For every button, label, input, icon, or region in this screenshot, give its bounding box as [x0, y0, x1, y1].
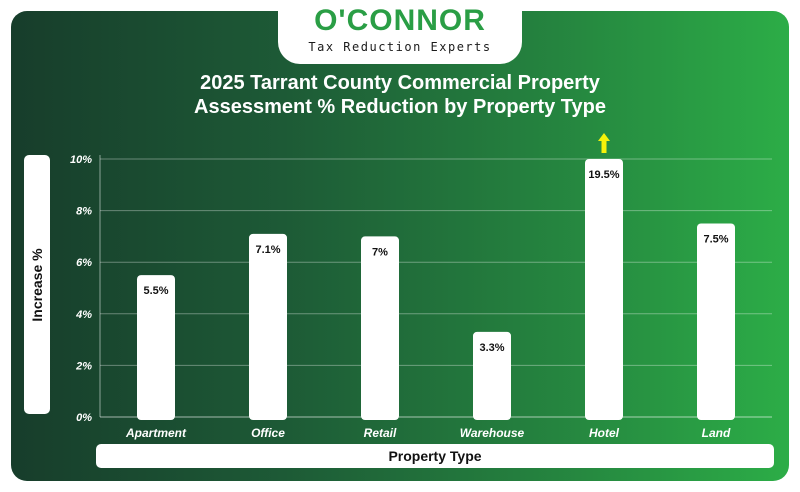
- x-tick-label: Apartment: [125, 426, 187, 440]
- chart-title-line-2: Assessment % Reduction by Property Type: [194, 96, 606, 118]
- bar: [697, 223, 735, 420]
- bar: [361, 236, 399, 420]
- logo-wordmark: O'CONNOR: [314, 4, 486, 37]
- data-label: 3.3%: [479, 342, 504, 354]
- chart-title-line-1: 2025 Tarrant County Commercial Property: [200, 72, 600, 94]
- y-axis-label-box: Increase %: [24, 155, 50, 414]
- data-label: 7.5%: [703, 234, 728, 246]
- bar: [249, 233, 287, 420]
- y-tick-label: 4%: [75, 309, 92, 321]
- y-tick-label: 8%: [76, 206, 92, 218]
- bar: [137, 275, 175, 420]
- x-axis-label: Property Type: [96, 444, 774, 468]
- y-tick-label: 0%: [76, 412, 92, 424]
- x-tick-label: Land: [702, 426, 731, 440]
- y-tick-label: 10%: [70, 154, 92, 166]
- y-tick-label: 6%: [76, 257, 92, 269]
- data-label: 19.5%: [588, 169, 619, 181]
- data-label: 5.5%: [143, 285, 168, 297]
- x-tick-label: Warehouse: [460, 426, 525, 440]
- logo-tagline: Tax Reduction Experts: [308, 40, 492, 54]
- bar: [585, 159, 623, 420]
- x-tick-label: Hotel: [589, 426, 620, 440]
- data-label: 7.1%: [255, 244, 280, 256]
- y-tick-label: 2%: [75, 360, 92, 372]
- logo: O'CONNOR Tax Reduction Experts: [278, 0, 522, 64]
- data-label: 7%: [372, 246, 388, 258]
- overflow-arrow-icon: [598, 133, 610, 153]
- x-tick-label: Office: [251, 426, 285, 440]
- x-tick-label: Retail: [364, 426, 397, 440]
- bar: [473, 331, 511, 420]
